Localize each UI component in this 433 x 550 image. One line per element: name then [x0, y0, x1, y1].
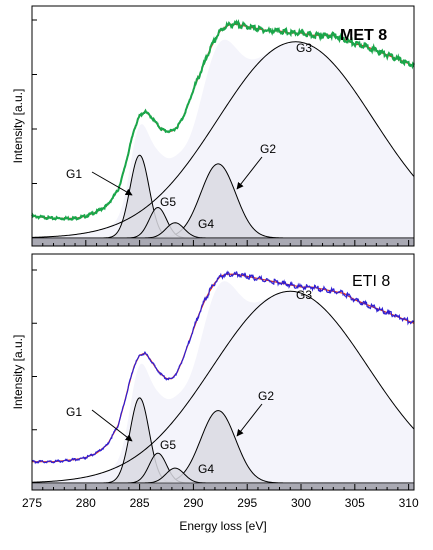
x-tick-label: 300	[291, 496, 311, 510]
x-ticks-eti8: 275 280 285 290 295 300 305 310	[22, 484, 419, 510]
fit-envelope-fill	[32, 39, 414, 239]
peak-fill-g1	[32, 155, 414, 238]
data-series-eti8	[31, 270, 415, 465]
peak-label-g4: G5	[160, 438, 176, 452]
x-tick-label: 295	[237, 496, 257, 510]
plot-frame-eti8	[31, 253, 415, 491]
peak-label-g1: G1	[66, 405, 82, 419]
peak-label-g5: G4	[198, 217, 214, 231]
fit-envelope-fill	[32, 281, 414, 483]
peak-label-g1: G1	[66, 167, 82, 181]
plot-body-eti8	[31, 270, 415, 491]
data-series-met8	[31, 19, 415, 221]
y-ticks-met8	[32, 19, 37, 184]
x-tick-label: 305	[345, 496, 365, 510]
peak-label-g3: G3	[296, 41, 312, 55]
peak-label-g2: G2	[260, 142, 276, 156]
arrow-g2	[236, 403, 263, 437]
x-tick-label: 280	[76, 496, 96, 510]
panel-met8: MET 8 Intensity [a.u.] G1 G5 G4 G2 G3	[11, 5, 415, 247]
peak-curve-g3	[31, 41, 415, 238]
peak-annotations-met8: G1 G5 G4 G2 G3	[66, 41, 312, 231]
peak-label-g2: G2	[258, 389, 274, 403]
plot-body-met8	[31, 19, 415, 247]
baseline-strip	[31, 237, 415, 247]
y-axis-label-eti8: Intensity [a.u.]	[11, 335, 25, 410]
y-axis-label-met8: Intensity [a.u.]	[11, 89, 25, 164]
peak-fill-g2	[32, 410, 414, 483]
x-tick-label: 310	[399, 496, 419, 510]
peak-label-g3: G3	[296, 288, 312, 302]
y-ticks-eti8	[32, 269, 37, 431]
arrow-g2	[236, 156, 263, 190]
x-axis-label: Energy loss [eV]	[179, 519, 266, 533]
peak-curve-g3	[31, 290, 415, 483]
arrow-g1	[91, 409, 133, 442]
panel-eti8: 275 280 285 290 295 300 305 310 ETI 8 Intensity…	[11, 253, 419, 533]
x-ticks-met8	[31, 240, 410, 246]
arrow-g1	[91, 171, 133, 196]
x-tick-label: 290	[183, 496, 203, 510]
panel-title-met8: MET 8	[340, 27, 387, 44]
x-tick-label: 285	[130, 496, 150, 510]
plot-frame-met8	[31, 5, 415, 247]
peak-label-g5: G4	[198, 462, 214, 476]
peak-annotations-eti8: G1 G5 G4 G2 G3	[66, 288, 312, 476]
peak-fill-g2	[32, 163, 414, 238]
x-tick-label: 275	[22, 496, 42, 510]
panel-title-eti8: ETI 8	[352, 273, 390, 290]
baseline-strip	[31, 482, 415, 491]
peak-label-g4: G5	[160, 195, 176, 209]
